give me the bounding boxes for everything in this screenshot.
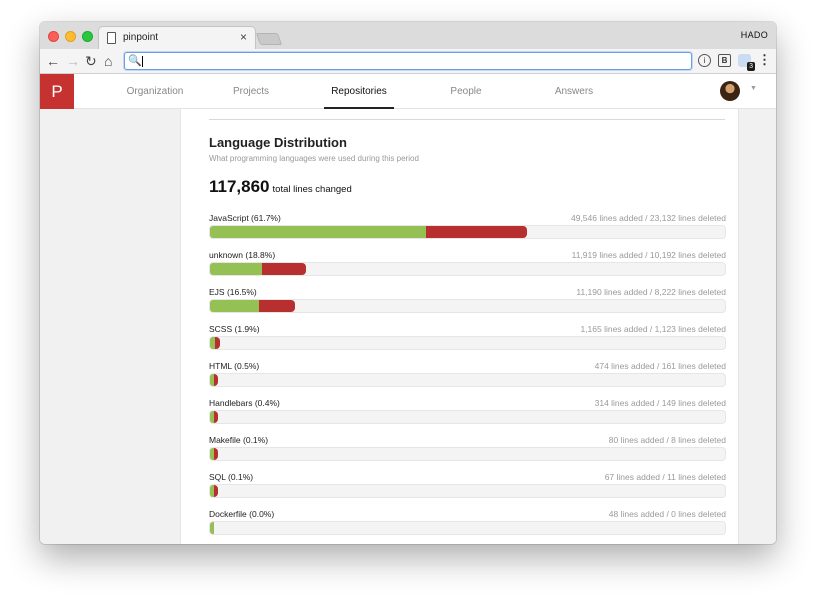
extension-badge-icon[interactable]: 3 — [738, 54, 755, 71]
lines-deleted-segment — [214, 374, 218, 386]
page-icon — [107, 32, 116, 44]
window-controls — [48, 31, 93, 42]
language-label: SCSS (1.9%) — [209, 324, 260, 334]
user-avatar[interactable] — [720, 81, 740, 101]
language-bar — [209, 262, 726, 276]
language-distribution-card: Language Distribution What programming l… — [180, 109, 739, 544]
nav-tab-projects[interactable]: Projects — [232, 86, 270, 97]
language-row: unknown (18.8%) 11,919 lines added / 10,… — [209, 250, 726, 282]
total-lines-value: 117,860 — [209, 177, 270, 196]
divider — [209, 119, 725, 120]
text-cursor — [142, 56, 143, 67]
home-icon[interactable]: ⌂ — [104, 53, 113, 69]
lines-added-segment — [210, 485, 214, 497]
language-stats: 474 lines added / 161 lines deleted — [594, 361, 726, 371]
lines-added-segment — [210, 226, 426, 238]
forward-arrow-icon[interactable]: → — [66, 53, 80, 69]
language-row: JavaScript (61.7%) 49,546 lines added / … — [209, 213, 726, 245]
nav-tab-repositories[interactable]: Repositories — [324, 74, 394, 109]
lines-deleted-segment — [214, 411, 218, 423]
language-stats: 80 lines added / 8 lines deleted — [608, 435, 726, 445]
language-label: Handlebars (0.4%) — [209, 398, 280, 408]
lines-deleted-segment — [214, 448, 218, 460]
search-icon: 🔍 — [128, 55, 142, 67]
maximize-window-button[interactable] — [82, 31, 93, 42]
language-row: Handlebars (0.4%) 314 lines added / 149 … — [209, 398, 726, 430]
language-bar — [209, 521, 726, 535]
back-arrow-icon[interactable]: ← — [46, 53, 60, 69]
lines-deleted-segment — [215, 337, 220, 349]
language-label: Makefile (0.1%) — [209, 435, 269, 445]
lines-added-segment — [210, 374, 214, 386]
browser-tab-pinpoint[interactable]: pinpoint × — [98, 26, 256, 49]
language-row: Dockerfile (0.0%) 48 lines added / 0 lin… — [209, 509, 726, 541]
tab-strip: pinpoint × HADO — [40, 22, 776, 49]
nav-tab-people[interactable]: People — [450, 86, 482, 97]
nav-tab-answers[interactable]: Answers — [554, 86, 594, 97]
browser-menu-icon[interactable]: ⋮ — [758, 52, 771, 67]
language-stats: 11,190 lines added / 8,222 lines deleted — [576, 287, 726, 297]
extension-badge-count: 3 — [747, 62, 755, 71]
new-tab-button[interactable] — [255, 33, 283, 45]
lines-added-segment — [210, 411, 214, 423]
language-bar — [209, 225, 726, 239]
tab-title: pinpoint — [123, 32, 159, 43]
lines-deleted-segment — [259, 300, 295, 312]
language-bar — [209, 299, 726, 313]
close-window-button[interactable] — [48, 31, 59, 42]
page-viewport: P Organization Projects Repositories Peo… — [40, 74, 776, 544]
chevron-down-icon[interactable]: ▼ — [750, 85, 757, 92]
language-row: SCSS (1.9%) 1,165 lines added / 1,123 li… — [209, 324, 726, 356]
language-label: JavaScript (61.7%) — [209, 213, 281, 223]
language-bar — [209, 336, 726, 350]
language-row: EJS (16.5%) 11,190 lines added / 8,222 l… — [209, 287, 726, 319]
lines-added-segment — [210, 448, 214, 460]
lines-added-segment — [210, 300, 259, 312]
lines-added-segment — [210, 337, 215, 349]
total-lines-label: total lines changed — [272, 184, 352, 195]
lines-deleted-segment — [426, 226, 527, 238]
language-bar — [209, 447, 726, 461]
language-row: HTML (0.5%) 474 lines added / 161 lines … — [209, 361, 726, 393]
info-icon[interactable]: i — [698, 54, 711, 67]
close-tab-icon[interactable]: × — [239, 30, 247, 44]
browser-window: pinpoint × HADO ← → ↻ ⌂ 🔍 i B 3 ⋮ P Orga… — [40, 22, 776, 544]
browser-toolbar: ← → ↻ ⌂ 🔍 i B 3 ⋮ — [40, 49, 776, 74]
profile-name[interactable]: HADO — [740, 30, 768, 40]
minimize-window-button[interactable] — [65, 31, 76, 42]
language-bar — [209, 410, 726, 424]
language-stats: 48 lines added / 0 lines deleted — [608, 509, 726, 519]
language-stats: 314 lines added / 149 lines deleted — [594, 398, 726, 408]
extension-icon[interactable]: B — [718, 54, 731, 67]
reload-icon[interactable]: ↻ — [85, 53, 97, 69]
section-subtitle: What programming languages were used dur… — [209, 154, 419, 163]
nav-tab-organization[interactable]: Organization — [126, 86, 184, 97]
app-navbar: P Organization Projects Repositories Peo… — [40, 74, 776, 109]
lines-deleted-segment — [214, 485, 218, 497]
language-stats: 1,165 lines added / 1,123 lines deleted — [580, 324, 726, 334]
language-bar — [209, 484, 726, 498]
section-title: Language Distribution — [209, 135, 347, 150]
language-stats: 67 lines added / 11 lines deleted — [604, 472, 726, 482]
language-label: SQL (0.1%) — [209, 472, 254, 482]
language-label: Dockerfile (0.0%) — [209, 509, 275, 519]
language-row: Makefile (0.1%) 80 lines added / 8 lines… — [209, 435, 726, 467]
total-lines-changed: 117,860 total lines changed — [209, 177, 352, 197]
lines-added-segment — [210, 522, 214, 534]
language-label: EJS (16.5%) — [209, 287, 257, 297]
address-bar[interactable]: 🔍 — [124, 52, 692, 70]
lines-deleted-segment — [262, 263, 306, 275]
language-label: HTML (0.5%) — [209, 361, 260, 371]
language-bar — [209, 373, 726, 387]
language-row: SQL (0.1%) 67 lines added / 11 lines del… — [209, 472, 726, 504]
language-stats: 11,919 lines added / 10,192 lines delete… — [571, 250, 726, 260]
lines-added-segment — [210, 263, 262, 275]
language-stats: 49,546 lines added / 23,132 lines delete… — [570, 213, 726, 223]
app-logo[interactable]: P — [40, 74, 74, 109]
language-label: unknown (18.8%) — [209, 250, 276, 260]
